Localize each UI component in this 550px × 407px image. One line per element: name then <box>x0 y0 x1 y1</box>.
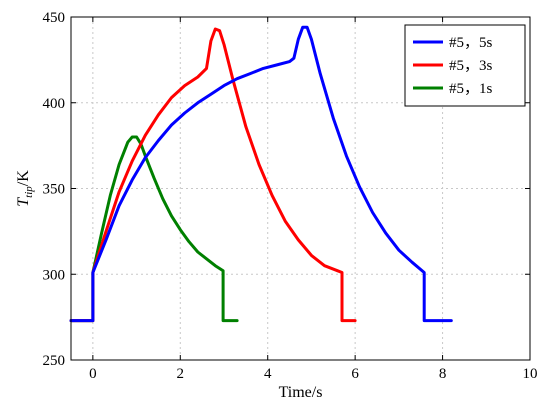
x-tick-label: 10 <box>523 366 538 382</box>
x-tick-label: 2 <box>177 366 185 382</box>
y-tick-label: 250 <box>43 353 66 369</box>
y-tick-label: 350 <box>43 182 66 198</box>
x-axis-label: Time/s <box>279 384 323 401</box>
y-axis-label: Ttip/K <box>15 170 35 207</box>
x-tick-label: 4 <box>264 366 272 382</box>
y-tick-label: 300 <box>43 267 66 283</box>
series-line <box>69 27 357 323</box>
y-tick-label: 400 <box>43 96 66 112</box>
legend-label: #5，5s <box>449 35 493 51</box>
axis-ticks <box>71 16 531 361</box>
legend-label: #5，3s <box>449 58 493 74</box>
x-tick-label: 0 <box>89 366 97 382</box>
y-axis-label-unit: /K <box>15 170 32 186</box>
x-tick-label: 8 <box>439 366 447 382</box>
y-axis-label-base: T <box>15 197 32 207</box>
y-axis-label-subscript: tip <box>23 186 35 198</box>
y-tick-label: 450 <box>43 10 66 26</box>
series-lines <box>69 25 453 323</box>
x-tick-label: 6 <box>351 366 359 382</box>
y-tick-labels: 250 300 350 400 450 <box>43 10 66 369</box>
series-line <box>69 135 239 323</box>
x-tick-labels: 0 2 4 6 8 10 <box>89 366 537 382</box>
series-line <box>69 25 453 323</box>
legend-label: #5，1s <box>449 81 493 97</box>
legend: #5，5s #5，3s #5，1s <box>404 24 526 107</box>
